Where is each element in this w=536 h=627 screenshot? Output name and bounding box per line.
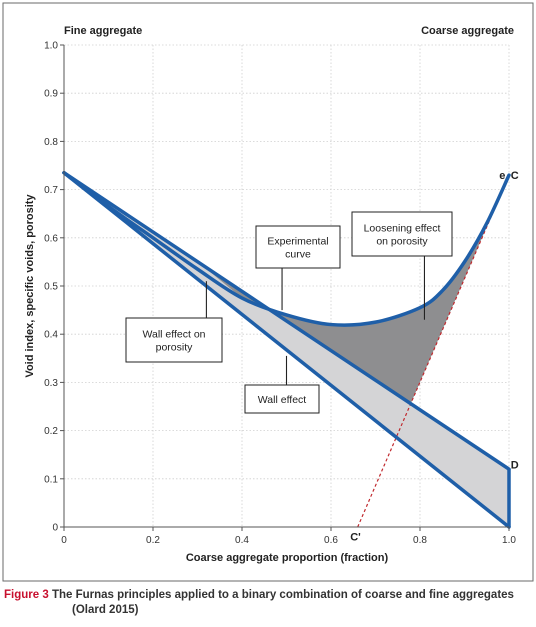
fine-aggregate-label: Fine aggregate <box>64 25 142 37</box>
y-axis-ticks: 0 0.1 0.2 0.3 0.4 0.5 0.6 0.7 0.8 0.9 1.0 <box>44 41 64 534</box>
y-tick-label-1: 0.1 <box>44 474 58 485</box>
annotation-box-0 <box>255 225 341 269</box>
y-tick-label-9: 0.9 <box>44 89 58 100</box>
point-label-3: C' <box>350 532 361 544</box>
point-label-1: C <box>511 170 519 182</box>
coarse-aggregate-label: Coarse aggregate <box>421 25 514 37</box>
figure-number: Figure 3 <box>4 589 49 601</box>
y-tick-label-0: 0 <box>52 523 58 534</box>
x-axis-title: Coarse aggregate proportion (fraction) <box>186 552 389 564</box>
y-axis-title: Void index, specific voids, porosity <box>24 194 36 378</box>
y-tick-label-4: 0.4 <box>44 330 58 341</box>
annotation-text-1-1: on porosity <box>376 236 428 248</box>
annotation-3: Wall effect <box>244 355 320 414</box>
y-tick-label-10: 1.0 <box>44 41 58 52</box>
point-label-2: D <box>511 459 519 471</box>
series-lower-line <box>62 170 511 529</box>
x-tick-label-2: 0.4 <box>235 535 249 546</box>
series-experimental-curve <box>62 170 511 327</box>
x-axis-ticks: 0 0.2 0.4 0.6 0.8 1.0 <box>61 527 516 546</box>
point-labels: e C D C' <box>350 170 519 544</box>
y-tick-label-5: 0.5 <box>44 282 58 293</box>
x-tick-label-0: 0 <box>61 535 67 546</box>
annotation-text-3-0: Wall effect <box>258 394 307 406</box>
y-tick-label-3: 0.3 <box>44 378 58 389</box>
annotation-text-2-0: Wall effect on <box>142 329 205 341</box>
annotation-box-1 <box>351 211 453 257</box>
series-upper-line <box>62 170 511 471</box>
annotation-text-0-0: Experimental <box>267 236 328 248</box>
annotation-box-3 <box>244 384 320 414</box>
series-dashed-line <box>357 174 510 528</box>
annotation-text-0-1: curve <box>285 249 311 261</box>
annotation-box-2 <box>125 317 223 363</box>
x-tick-label-4: 0.8 <box>413 535 427 546</box>
x-tick-label-1: 0.2 <box>146 535 160 546</box>
x-tick-label-5: 1.0 <box>502 535 516 546</box>
series-layer <box>62 170 511 529</box>
y-tick-label-6: 0.6 <box>44 233 58 244</box>
y-tick-label-7: 0.7 <box>44 185 58 196</box>
loosening-effect-region <box>197 175 509 404</box>
y-tick-label-8: 0.8 <box>44 137 58 148</box>
figure-frame <box>2 2 534 582</box>
y-tick-label-2: 0.2 <box>44 426 58 437</box>
caption-line-2: (Olard 2015) <box>72 604 139 616</box>
annotation-text-2-1: porosity <box>156 342 194 354</box>
figure-caption: Figure 3 The Furnas principles applied t… <box>4 588 532 618</box>
x-tick-label-3: 0.6 <box>324 535 338 546</box>
point-label-0: e <box>499 170 505 182</box>
annotation-text-1-0: Loosening effect <box>364 223 441 235</box>
caption-line-1: The Furnas principles applied to a binar… <box>51 589 514 601</box>
